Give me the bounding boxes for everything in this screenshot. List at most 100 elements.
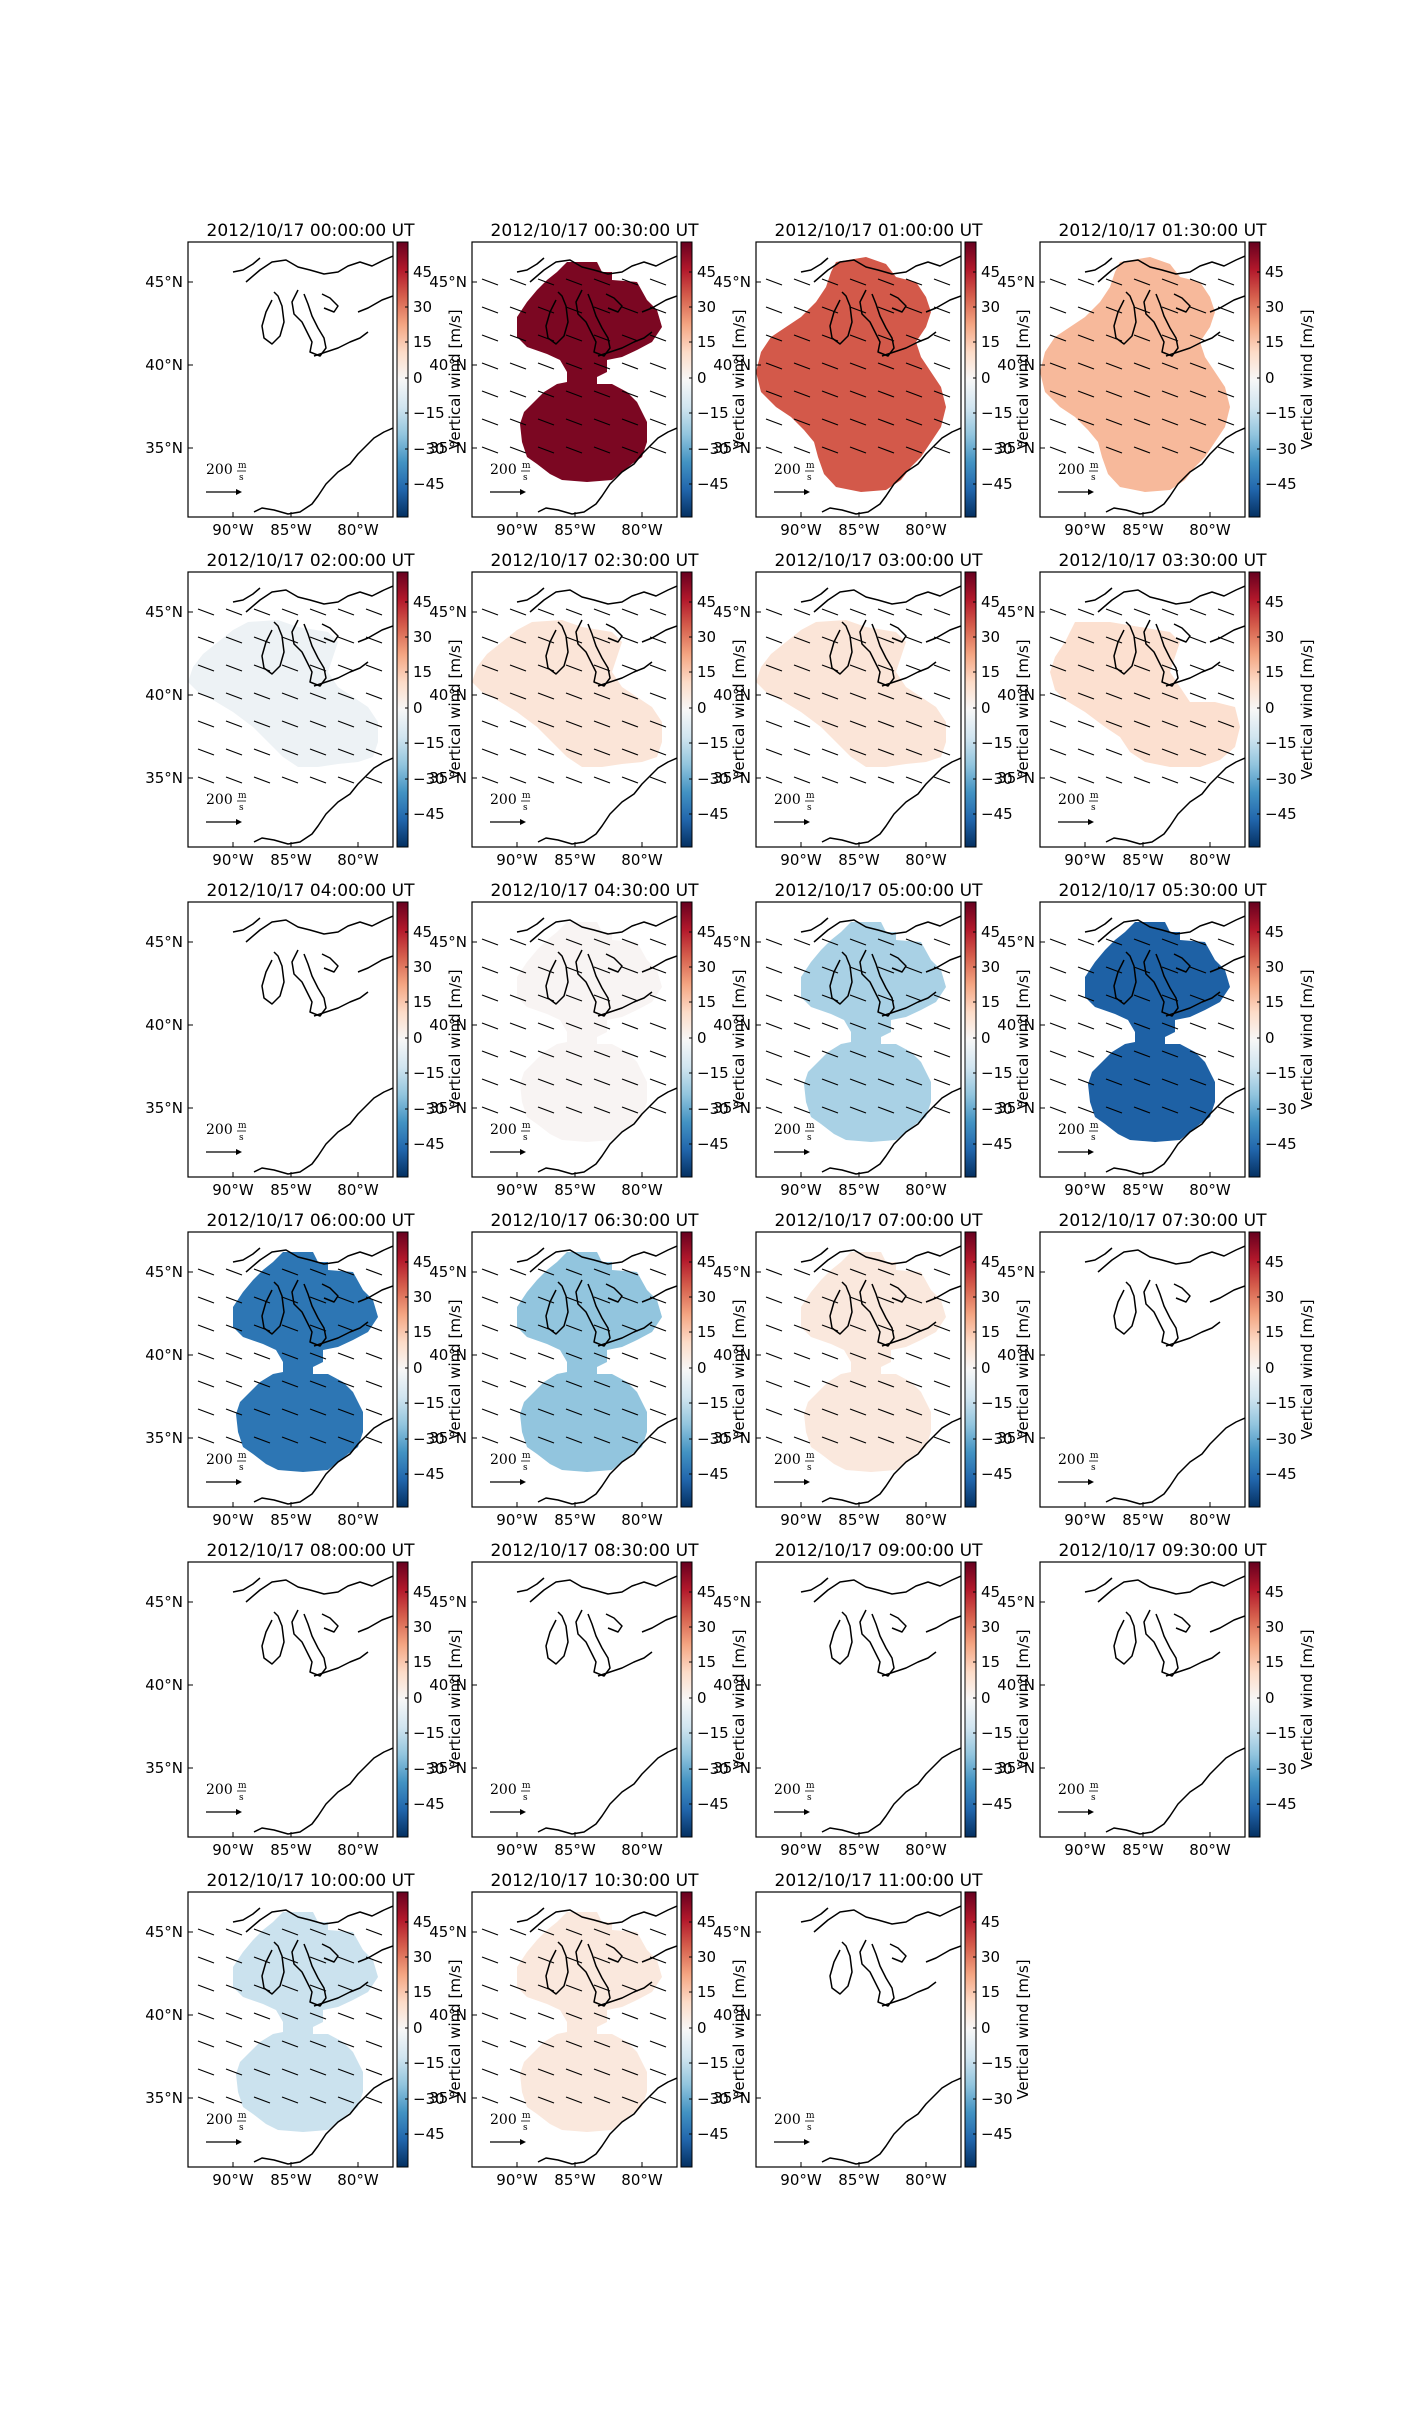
wind-vector: [509, 994, 527, 1002]
colorbar-tick-label: −30: [413, 1100, 445, 1118]
colorbar-tick-label: 0: [697, 1359, 707, 1377]
wind-vector: [253, 2040, 271, 2048]
wind-vector: [337, 776, 355, 784]
wind-vector: [281, 2068, 299, 2076]
lat-tick-label: 45°N: [713, 1923, 751, 1941]
lon-tick-label: 80°W: [905, 1511, 947, 1529]
colorbar: 45 30 15 0 −15 −30 −45 Vertical wind [m/s]: [680, 1231, 748, 1508]
coastline: [529, 1575, 677, 1603]
wind-vector: [337, 1956, 355, 1964]
wind-vector: [537, 1352, 555, 1360]
colorbar-tick-label: 15: [413, 993, 432, 1011]
wind-vector: [877, 1078, 895, 1086]
wind-vector: [337, 636, 355, 644]
coastline: [1143, 1609, 1179, 1677]
coastline: [545, 1941, 569, 1995]
colorbar: 45 30 15 0 −15 −30 −45 Vertical wind [m/s]: [396, 1891, 464, 2168]
wind-vector: [593, 1408, 611, 1416]
colorbar-tick-label: 15: [1265, 1653, 1284, 1671]
colorbar-tick-label: 30: [697, 958, 716, 976]
wind-vector: [905, 1324, 923, 1332]
map-panel: 2012/10/17 05:00:00 UT 200 ms 90°W 85°W 80°W 4…: [713, 881, 1032, 1199]
map-panel: 2012/10/17 10:00:00 UT 200 ms 90°W 85°W 80°W 4…: [145, 1871, 464, 2189]
wind-vector: [933, 1106, 951, 1114]
lat-tick-label: 45°N: [997, 933, 1035, 951]
wind-vector: [253, 2096, 271, 2104]
lat-tick-label: 40°N: [145, 1346, 183, 1364]
wind-vector: [1133, 446, 1151, 454]
wind-vector: [1161, 608, 1179, 616]
wind-vector: [649, 306, 667, 314]
wind-vector: [509, 418, 527, 426]
colorbar-tick-label: −30: [413, 2090, 445, 2108]
wind-vector: [821, 1296, 839, 1304]
wind-vector: [905, 1106, 923, 1114]
coastline: [1097, 255, 1245, 283]
wind-vector: [481, 446, 499, 454]
wind-vector: [593, 1928, 611, 1936]
wind-vector: [649, 1106, 667, 1114]
lon-tick-label: 85°W: [1122, 1841, 1164, 1859]
lat-tick-label: 35°N: [145, 439, 183, 457]
wind-vector: [1077, 390, 1095, 398]
wind-vector: [365, 1352, 383, 1360]
colorbar-tick-label: 15: [697, 1983, 716, 2001]
coastline: [821, 757, 961, 845]
coastline: [1209, 625, 1245, 643]
wind-vector: [509, 966, 527, 974]
wind-vector: [281, 1268, 299, 1276]
colorbar: 45 30 15 0 −15 −30 −45 Vertical wind [m/s]: [396, 241, 464, 518]
wind-vector-field: [481, 1928, 667, 2104]
wind-vector: [281, 1956, 299, 1964]
colorbar-tick-label: −45: [413, 1795, 445, 1813]
wind-vector: [849, 1380, 867, 1388]
panel-title: 2012/10/17 05:30:00 UT: [1059, 881, 1268, 901]
wind-vector: [621, 2068, 639, 2076]
colorbar-tick-label: −15: [413, 404, 445, 422]
scale-arrow: 200 ms: [206, 461, 247, 495]
wind-vector: [309, 2068, 327, 2076]
wind-vector: [309, 1352, 327, 1360]
scale-arrow: 200 ms: [206, 791, 247, 825]
wind-vector: [877, 446, 895, 454]
colorbar-tick-label: −15: [413, 1064, 445, 1082]
wind-vector: [537, 1022, 555, 1030]
panel-title: 2012/10/17 00:30:00 UT: [491, 221, 700, 241]
wind-vector: [537, 1956, 555, 1964]
wind-vector: [1133, 306, 1151, 314]
wind-vector: [1077, 720, 1095, 728]
wind-vector: [1217, 334, 1235, 342]
wind-vector: [1217, 306, 1235, 314]
lon-tick-label: 90°W: [1064, 1181, 1106, 1199]
wind-vector: [877, 720, 895, 728]
coastline: [357, 1945, 393, 1963]
wind-vector: [481, 362, 499, 370]
wind-vector: [593, 1324, 611, 1332]
scale-arrow-value: 200: [1058, 1782, 1085, 1798]
lon-tick-label: 80°W: [621, 1841, 663, 1859]
wind-vector: [765, 418, 783, 426]
coastline: [357, 955, 393, 973]
wind-vector: [197, 664, 215, 672]
wind-vector: [1217, 748, 1235, 756]
scale-arrow: 200 ms: [206, 1781, 247, 1815]
wind-vector: [337, 1408, 355, 1416]
colorbar-tick-label: 0: [697, 1689, 707, 1707]
wind-vector: [593, 1984, 611, 1992]
coastline: [291, 949, 327, 1017]
wind-vector: [1105, 608, 1123, 616]
wind-vector: [905, 720, 923, 728]
map-area: [188, 1562, 393, 1837]
wind-vector: [537, 390, 555, 398]
wind-vector: [905, 1078, 923, 1086]
scale-arrow: 200 ms: [490, 791, 531, 825]
wind-vector: [849, 1106, 867, 1114]
scale-arrow-unit-den: s: [523, 473, 528, 483]
wind-vector: [877, 938, 895, 946]
colorbar-tick-label: 45: [981, 1583, 1000, 1601]
wind-vector: [849, 636, 867, 644]
wind-vector: [281, 1352, 299, 1360]
scale-arrow-unit-num: m: [522, 1451, 531, 1461]
wind-vector: [877, 748, 895, 756]
wind-vector: [1105, 938, 1123, 946]
